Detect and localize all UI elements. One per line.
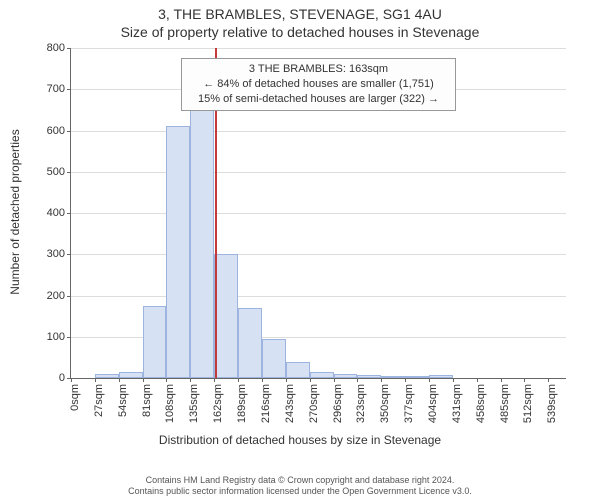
x-tick-mark — [334, 378, 335, 382]
x-tick-mark — [381, 378, 382, 382]
histogram-bar — [214, 254, 238, 378]
y-tick-mark — [67, 337, 71, 338]
x-tick-mark — [477, 378, 478, 382]
grid-line — [71, 213, 566, 214]
x-tick-label: 458sqm — [475, 384, 487, 423]
annotation-line: 15% of semi-detached houses are larger (… — [188, 92, 449, 107]
attribution-line1: Contains HM Land Registry data © Crown c… — [0, 475, 600, 486]
y-tick-mark — [67, 296, 71, 297]
x-tick-label: 54sqm — [117, 384, 129, 417]
x-tick-label: 404sqm — [427, 384, 439, 423]
x-tick-label: 216sqm — [260, 384, 272, 423]
annotation-box: 3 THE BRAMBLES: 163sqm← 84% of detached … — [181, 58, 456, 111]
x-tick-label: 27sqm — [93, 384, 105, 417]
x-tick-mark — [286, 378, 287, 382]
x-tick-label: 81sqm — [141, 384, 153, 417]
grid-line — [71, 172, 566, 173]
histogram-bar — [238, 308, 262, 378]
x-tick-mark — [429, 378, 430, 382]
y-tick-mark — [67, 131, 71, 132]
x-tick-mark — [95, 378, 96, 382]
x-tick-mark — [524, 378, 525, 382]
y-tick-label: 0 — [59, 372, 65, 384]
histogram-bar — [429, 375, 453, 378]
x-axis-label: Distribution of detached houses by size … — [0, 433, 600, 447]
y-tick-label: 800 — [47, 42, 65, 54]
annotation-line: 3 THE BRAMBLES: 163sqm — [188, 62, 449, 77]
y-tick-label: 500 — [47, 166, 65, 178]
x-tick-mark — [405, 378, 406, 382]
y-tick-label: 400 — [47, 207, 65, 219]
histogram-bar — [95, 374, 119, 378]
grid-line — [71, 254, 566, 255]
x-tick-mark — [214, 378, 215, 382]
x-tick-mark — [143, 378, 144, 382]
grid-line — [71, 296, 566, 297]
histogram-bar — [119, 372, 143, 378]
y-tick-label: 600 — [47, 125, 65, 137]
histogram-chart: 01002003004005006007008000sqm27sqm54sqm8… — [70, 48, 566, 379]
histogram-bar — [405, 376, 429, 378]
histogram-bar — [310, 372, 334, 378]
y-tick-mark — [67, 213, 71, 214]
x-tick-mark — [119, 378, 120, 382]
page-title-line1: 3, THE BRAMBLES, STEVENAGE, SG1 4AU — [0, 6, 600, 22]
histogram-bar — [190, 106, 214, 378]
x-tick-label: 323sqm — [355, 384, 367, 423]
x-tick-label: 162sqm — [212, 384, 224, 423]
histogram-bar — [286, 362, 310, 379]
x-tick-mark — [190, 378, 191, 382]
x-tick-mark — [238, 378, 239, 382]
x-tick-label: 135sqm — [188, 384, 200, 423]
grid-line — [71, 131, 566, 132]
x-tick-mark — [501, 378, 502, 382]
x-tick-label: 243sqm — [284, 384, 296, 423]
histogram-bar — [381, 376, 405, 378]
y-tick-mark — [67, 89, 71, 90]
x-tick-mark — [262, 378, 263, 382]
x-tick-label: 512sqm — [522, 384, 534, 423]
grid-line — [71, 48, 566, 49]
histogram-bar — [166, 126, 190, 378]
histogram-bar — [334, 374, 358, 378]
x-tick-label: 296sqm — [332, 384, 344, 423]
x-tick-mark — [453, 378, 454, 382]
x-tick-label: 0sqm — [69, 384, 81, 411]
x-tick-label: 431sqm — [451, 384, 463, 423]
x-tick-label: 377sqm — [403, 384, 415, 423]
y-tick-label: 700 — [47, 83, 65, 95]
x-tick-label: 350sqm — [379, 384, 391, 423]
x-tick-mark — [166, 378, 167, 382]
page-title-line2: Size of property relative to detached ho… — [0, 24, 600, 40]
histogram-bar — [357, 375, 381, 378]
attribution-text: Contains HM Land Registry data © Crown c… — [0, 475, 600, 498]
y-tick-mark — [67, 48, 71, 49]
x-tick-label: 189sqm — [236, 384, 248, 423]
y-tick-label: 100 — [47, 331, 65, 343]
x-tick-mark — [71, 378, 72, 382]
x-tick-mark — [548, 378, 549, 382]
histogram-bar — [262, 339, 286, 378]
annotation-line: ← 84% of detached houses are smaller (1,… — [188, 77, 449, 92]
x-tick-label: 485sqm — [499, 384, 511, 423]
y-tick-label: 300 — [47, 248, 65, 260]
x-tick-mark — [357, 378, 358, 382]
x-tick-label: 270sqm — [308, 384, 320, 423]
x-tick-mark — [310, 378, 311, 382]
attribution-line2: Contains public sector information licen… — [0, 486, 600, 497]
x-tick-label: 539sqm — [546, 384, 558, 423]
y-tick-label: 200 — [47, 290, 65, 302]
y-axis-label: Number of detached properties — [8, 112, 22, 312]
x-tick-label: 108sqm — [164, 384, 176, 423]
y-tick-mark — [67, 254, 71, 255]
histogram-bar — [143, 306, 167, 378]
y-tick-mark — [67, 172, 71, 173]
